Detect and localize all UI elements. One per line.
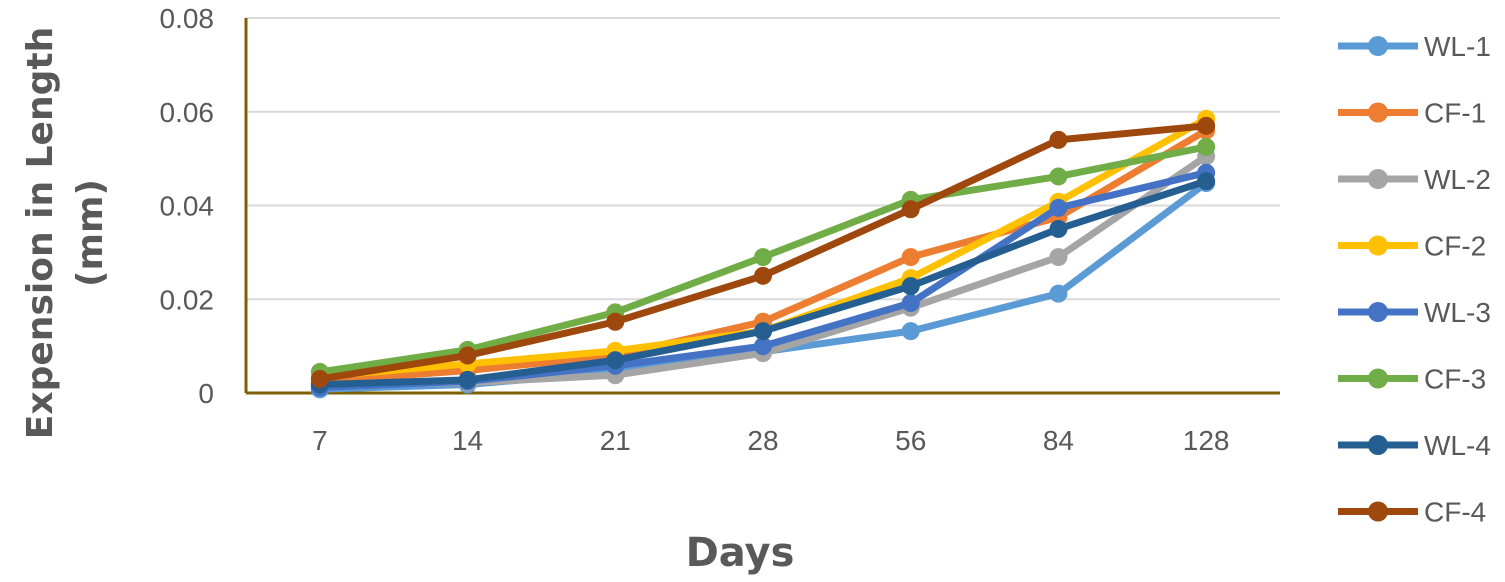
gridlines <box>246 17 1280 301</box>
data-point <box>901 200 920 219</box>
data-point <box>754 266 772 285</box>
legend-label: CF-2 <box>1424 231 1486 262</box>
x-tick-labels: 7 14 21 28 56 84 128 <box>312 425 1229 456</box>
y-tick-label: 0.04 <box>160 191 215 222</box>
legend-swatch-marker <box>1368 235 1388 256</box>
data-point <box>1049 198 1068 217</box>
x-tick-label: 84 <box>1043 425 1074 456</box>
legend-label: WL-3 <box>1424 297 1491 328</box>
legend-swatch-marker <box>1368 435 1388 455</box>
legend-label: WL-4 <box>1424 430 1491 461</box>
legend-entry-wl-4: WL-4 <box>1338 430 1491 461</box>
y-tick-label: 0.02 <box>160 284 215 315</box>
legend-label: WL-2 <box>1424 164 1491 195</box>
data-point <box>754 248 772 267</box>
legend: WL-1 CF-1 WL-2 CF-2 WL-3 CF-3 WL-4 CF-4 <box>1338 31 1491 528</box>
legend-label: CF-4 <box>1424 497 1486 528</box>
x-tick-label: 56 <box>895 425 926 456</box>
y-tick-label: 0.08 <box>160 3 215 34</box>
data-point <box>458 346 477 365</box>
y-axis-title-line-1: Expension in Length <box>20 27 61 439</box>
data-point <box>1049 130 1068 149</box>
data-point <box>901 322 920 341</box>
legend-entry-wl-1: WL-1 <box>1338 31 1491 62</box>
legend-entry-cf-1: CF-1 <box>1338 98 1486 129</box>
data-point <box>310 369 329 388</box>
legend-swatch-marker <box>1368 302 1388 322</box>
axes <box>244 18 1280 395</box>
data-point <box>901 248 920 267</box>
data-point <box>1049 219 1068 238</box>
data-point <box>901 294 920 312</box>
legend-label: WL-1 <box>1424 31 1491 62</box>
legend-swatch-marker <box>1368 169 1388 189</box>
y-tick-labels: 0 0.02 0.04 0.06 0.08 <box>160 3 215 409</box>
legend-swatch-marker <box>1368 501 1388 522</box>
legend-swatch-marker <box>1368 102 1388 123</box>
x-axis-title: Days <box>686 530 795 576</box>
legend-entry-wl-2: WL-2 <box>1338 164 1491 195</box>
legend-entry-wl-3: WL-3 <box>1338 297 1491 328</box>
x-tick-label: 14 <box>452 425 483 456</box>
y-axis-title-line-2: (mm) <box>70 179 111 287</box>
legend-label: CF-1 <box>1424 98 1486 129</box>
y-tick-label: 0 <box>198 378 214 409</box>
data-point <box>1197 172 1216 191</box>
series-lines <box>310 109 1216 399</box>
data-point <box>1197 116 1216 135</box>
x-tick-label: 128 <box>1183 425 1230 456</box>
data-point <box>1049 248 1068 267</box>
x-tick-label: 28 <box>747 425 778 456</box>
legend-entry-cf-3: CF-3 <box>1338 364 1486 395</box>
data-point <box>1049 284 1068 303</box>
legend-swatch-marker <box>1368 36 1388 56</box>
data-point <box>901 277 920 296</box>
data-point <box>458 370 477 389</box>
legend-label: CF-3 <box>1424 364 1486 395</box>
x-tick-label: 21 <box>600 425 631 456</box>
series-cf-4 <box>310 116 1216 388</box>
data-point <box>754 337 772 356</box>
data-point <box>1049 167 1068 186</box>
legend-entry-cf-2: CF-2 <box>1338 231 1486 262</box>
x-tick-label: 7 <box>312 425 328 456</box>
data-point <box>606 351 625 370</box>
legend-swatch-marker <box>1368 368 1388 389</box>
data-point <box>1197 137 1216 156</box>
y-tick-label: 0.06 <box>160 97 215 128</box>
data-point <box>754 322 772 341</box>
data-point <box>606 312 625 331</box>
legend-entry-cf-4: CF-4 <box>1338 497 1486 528</box>
